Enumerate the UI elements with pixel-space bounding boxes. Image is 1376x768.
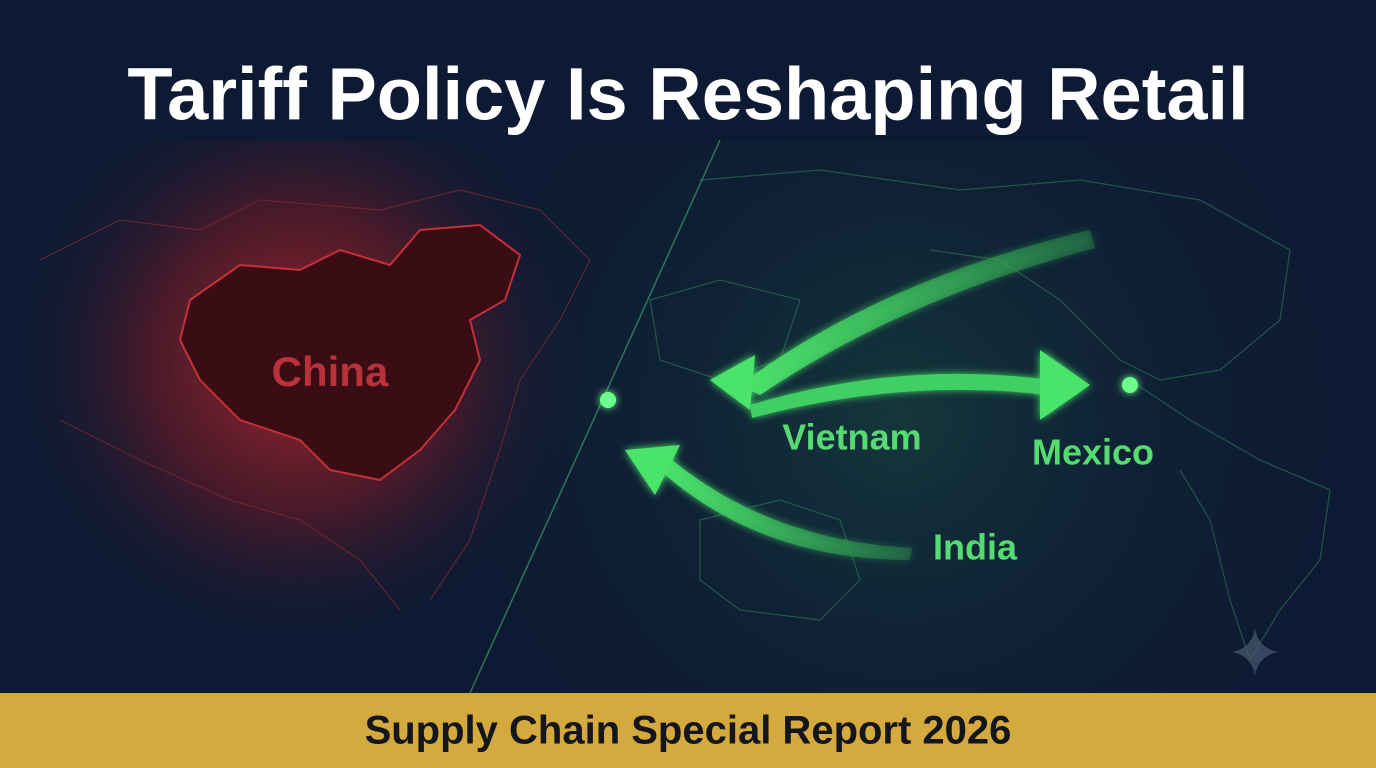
- footer-text: Supply Chain Special Report 2026: [365, 709, 1012, 753]
- footer-banner: [0, 693, 1376, 768]
- asia-outline: [39, 189, 591, 611]
- india-label: India: [933, 527, 1018, 568]
- china-shape: [178, 223, 522, 482]
- green-glow: [480, 140, 1376, 693]
- sparkle-icon: [1232, 628, 1278, 676]
- vietnam-label: Vietnam: [782, 417, 921, 458]
- arrowhead: [710, 355, 755, 410]
- arrow-to-india: [660, 460, 912, 560]
- arrow-to-mexico: [750, 373, 1050, 418]
- divider: [469, 139, 721, 694]
- india-glow: [600, 392, 616, 408]
- title: Tariff Policy Is Reshaping Retail: [127, 53, 1248, 136]
- mexico-glow: [1122, 377, 1138, 393]
- china-label: China: [272, 348, 389, 395]
- arrow-to-vietnam: [740, 230, 1095, 395]
- arrowhead: [1040, 350, 1090, 420]
- arrows: [600, 230, 1138, 560]
- arrowhead: [625, 445, 680, 495]
- mexico-label: Mexico: [1032, 432, 1154, 473]
